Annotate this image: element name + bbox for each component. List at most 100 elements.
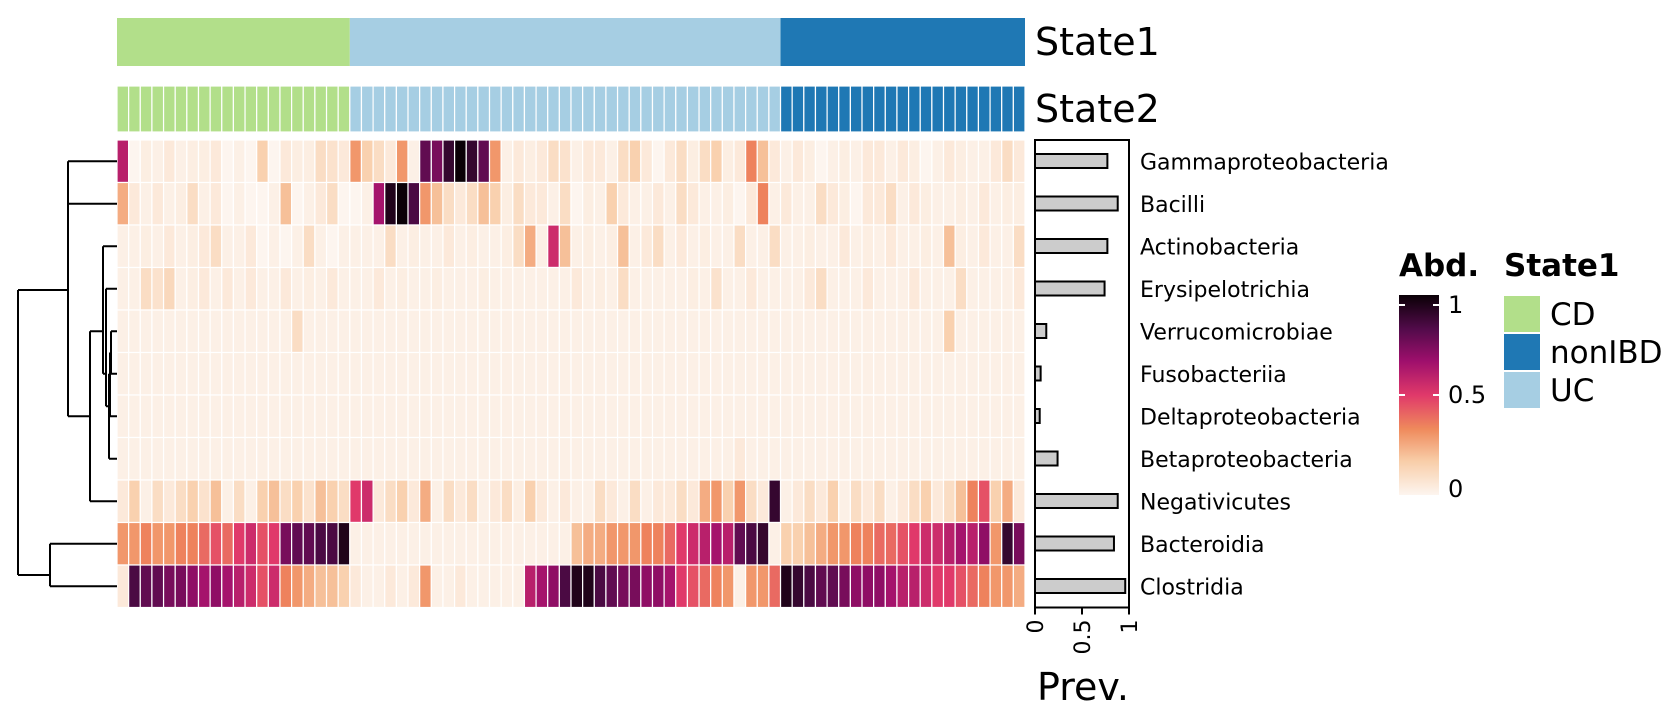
heatmap-cell [291, 309, 304, 354]
heatmap-cell [884, 309, 898, 354]
heatmap-cell [977, 436, 991, 481]
heatmap-cell [698, 351, 712, 396]
heatmap-cell [372, 521, 386, 566]
heatmap-cell [174, 309, 188, 354]
heatmap-cell [384, 436, 397, 481]
heatmap-cell [814, 521, 828, 566]
heatmap-cell [966, 224, 980, 269]
heatmap-cell [174, 266, 188, 311]
heatmap-cell [139, 309, 153, 354]
heatmap-cell [663, 394, 677, 439]
heatmap-cell [372, 139, 386, 184]
state2-cell [325, 85, 339, 133]
heatmap-cell [605, 309, 619, 354]
heatmap-cell [302, 309, 316, 354]
heatmap-cell [547, 266, 560, 311]
heatmap-cell [605, 521, 619, 566]
heatmap-cell [686, 309, 700, 354]
heatmap-cell [628, 139, 642, 184]
heatmap-cell [616, 521, 630, 566]
heatmap-cell [302, 436, 316, 481]
heatmap-cell [966, 521, 980, 566]
heatmap-cell [314, 266, 328, 311]
heatmap-cell [162, 394, 176, 439]
heatmap-cell [558, 266, 572, 311]
heatmap-cell [314, 181, 328, 226]
heatmap-cell [360, 436, 374, 481]
state2-cell [232, 85, 246, 133]
heatmap-cell [663, 181, 677, 226]
heatmap-cell [675, 309, 689, 354]
heatmap-cell [256, 521, 269, 566]
heatmap-cell [686, 351, 700, 396]
state2-cell [616, 85, 630, 133]
heatmap-cell [593, 521, 607, 566]
heatmap-cell [791, 351, 805, 396]
heatmap-cell [267, 266, 281, 311]
heatmap-cell [896, 394, 910, 439]
heatmap-cell [873, 521, 886, 566]
heatmap-cell [197, 139, 211, 184]
heatmap-cell [116, 521, 130, 566]
state2-cell [756, 85, 770, 133]
heatmap-cell [593, 479, 607, 524]
heatmap-cell [430, 564, 444, 609]
heatmap-cell [896, 224, 910, 269]
heatmap-cell [186, 224, 200, 269]
heatmap-cell [162, 224, 176, 269]
heatmap-cell [698, 479, 712, 524]
heatmap-cell [523, 521, 537, 566]
heatmap-cell [686, 521, 700, 566]
heatmap-cell [314, 139, 328, 184]
heatmap-cell [710, 181, 723, 226]
heatmap-cell [221, 224, 235, 269]
heatmap-cell [651, 521, 665, 566]
heatmap-cell [884, 139, 898, 184]
heatmap-cell [791, 139, 805, 184]
heatmap-cell [803, 564, 817, 609]
heatmap-cell [209, 436, 223, 481]
heatmap-cell [756, 479, 770, 524]
heatmap-cell [197, 521, 211, 566]
heatmap-cell [1012, 139, 1026, 184]
heatmap-cell [453, 521, 467, 566]
state2-cell [360, 85, 374, 133]
heatmap-cell [826, 224, 840, 269]
heatmap-cell [605, 564, 619, 609]
heatmap-cell [628, 266, 642, 311]
heatmap-cell [256, 564, 269, 609]
heatmap-cell [977, 351, 991, 396]
heatmap-cell [942, 224, 956, 269]
heatmap-cell [244, 394, 258, 439]
heatmap-cell [919, 521, 933, 566]
heatmap-cell [989, 351, 1003, 396]
state2-cell [651, 85, 665, 133]
heatmap-cell [349, 521, 363, 566]
state2-annotation-track [116, 85, 1026, 133]
state2-cell [430, 85, 444, 133]
heatmap-cell [640, 266, 654, 311]
heatmap-cell [465, 436, 479, 481]
heatmap-cell [279, 521, 293, 566]
state2-cell [675, 85, 689, 133]
state2-cell [151, 85, 165, 133]
heatmap-cell [139, 351, 153, 396]
heatmap-cell [651, 266, 665, 311]
heatmap-cell [407, 394, 421, 439]
heatmap-cell [267, 224, 281, 269]
heatmap-cell [360, 181, 374, 226]
heatmap-cell [663, 266, 677, 311]
heatmap-cell [756, 394, 770, 439]
heatmap-cell [407, 266, 421, 311]
heatmap-cell [291, 351, 304, 396]
prevalence-bar [1034, 450, 1059, 467]
heatmap-cell [814, 224, 828, 269]
heatmap-cell [186, 479, 200, 524]
heatmap-cell [279, 309, 293, 354]
heatmap-cell [547, 564, 560, 609]
state2-cell [500, 85, 514, 133]
heatmap-cell [954, 309, 968, 354]
heatmap-cell [512, 351, 526, 396]
heatmap-cell [221, 139, 235, 184]
heatmap-cell [803, 351, 817, 396]
